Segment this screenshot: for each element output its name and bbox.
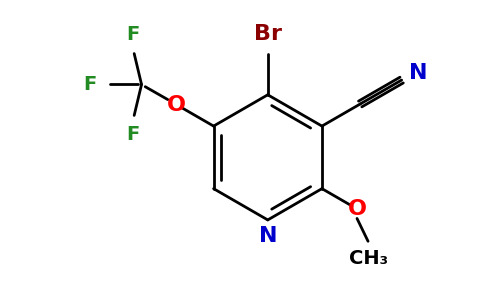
Text: Br: Br <box>254 24 282 44</box>
Text: N: N <box>258 226 277 246</box>
Text: N: N <box>408 63 427 83</box>
Text: F: F <box>126 125 139 144</box>
Text: F: F <box>126 25 139 44</box>
Text: F: F <box>83 75 97 94</box>
Text: O: O <box>167 95 186 115</box>
Text: O: O <box>348 199 366 219</box>
Text: CH₃: CH₃ <box>348 249 388 268</box>
